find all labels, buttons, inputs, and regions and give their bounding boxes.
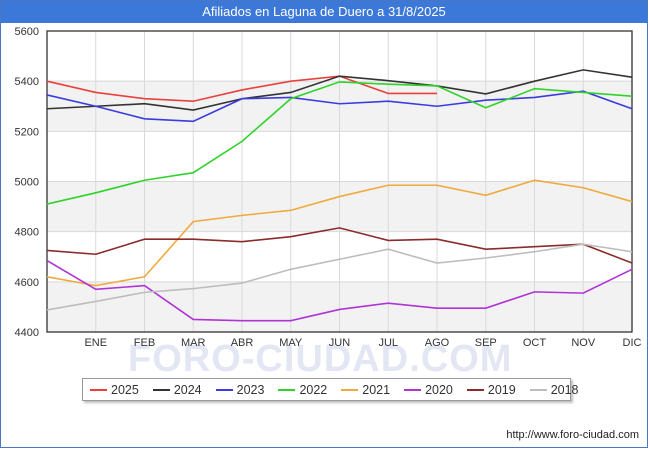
svg-text:NOV: NOV: [571, 337, 596, 349]
svg-text:FORO-CIUDAD.COM: FORO-CIUDAD.COM: [128, 338, 512, 380]
svg-text:5000: 5000: [15, 177, 39, 189]
svg-text:5600: 5600: [15, 26, 39, 38]
svg-text:ENE: ENE: [84, 337, 107, 349]
svg-text:OCT: OCT: [523, 337, 547, 349]
svg-text:4600: 4600: [15, 277, 39, 289]
svg-text:5200: 5200: [15, 126, 39, 138]
svg-text:4400: 4400: [15, 327, 39, 339]
svg-text:4800: 4800: [15, 227, 39, 239]
svg-text:5400: 5400: [15, 76, 39, 88]
svg-text:DIC: DIC: [623, 337, 642, 349]
